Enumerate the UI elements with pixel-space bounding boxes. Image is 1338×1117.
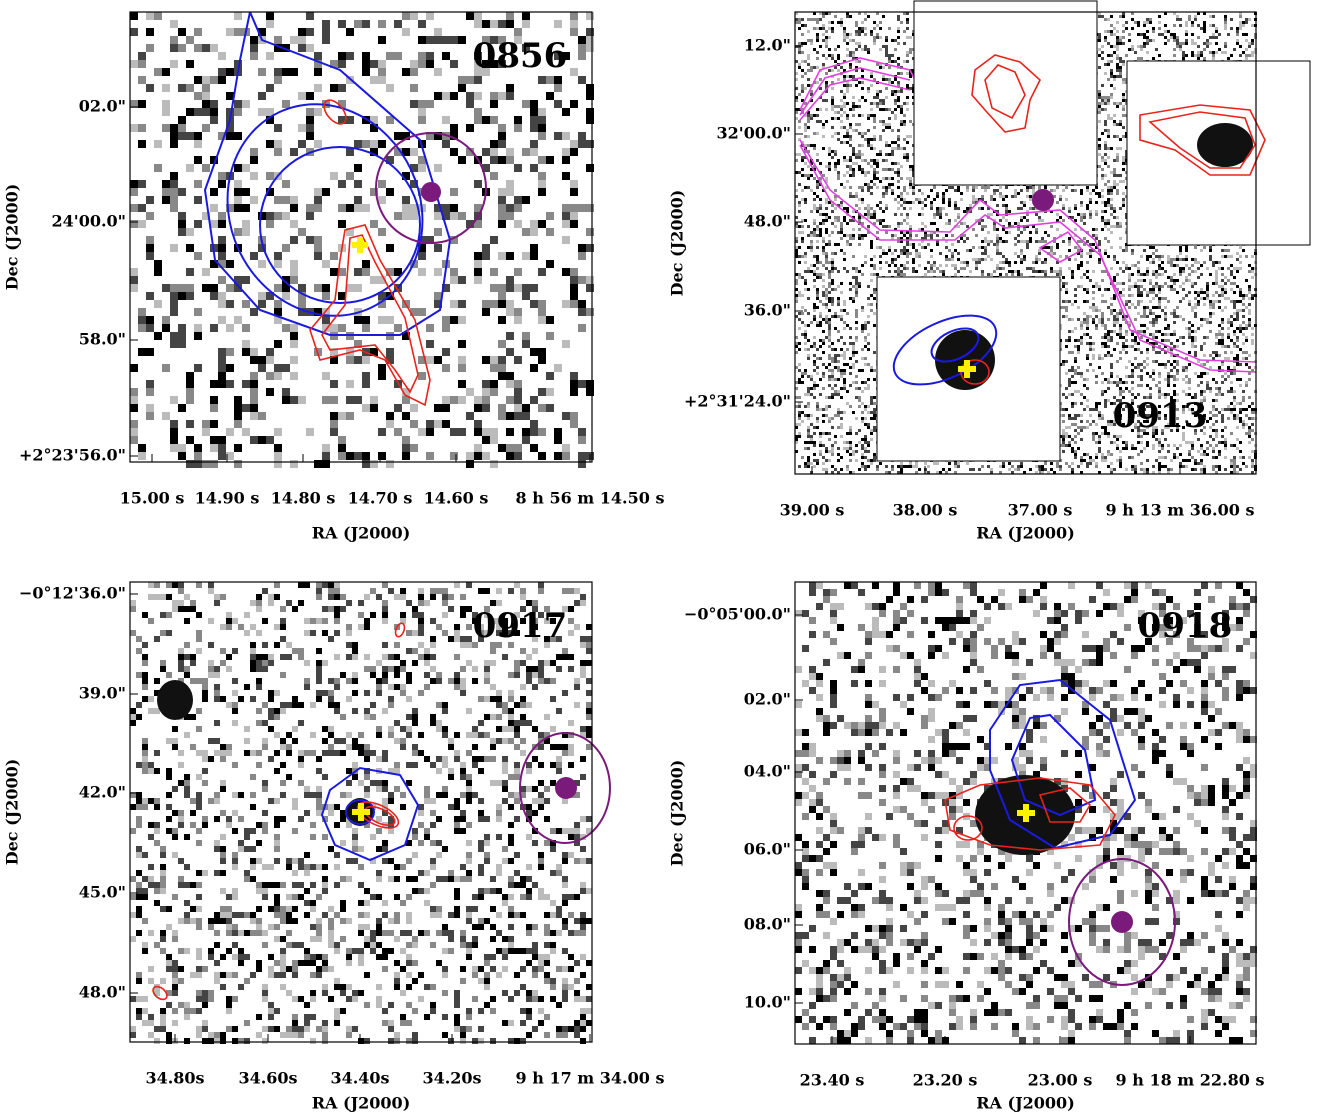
x-tick-label: 8 h 56 m 14.50 s	[516, 489, 665, 508]
image-pixels	[795, 582, 1257, 1044]
x-tick-label: 9 h 18 m 22.80 s	[1116, 1071, 1265, 1090]
image-pixels	[795, 582, 1257, 1044]
x-axis-title: RA (J2000)	[312, 1094, 411, 1113]
y-tick-label: 48.0"	[79, 983, 126, 1002]
plot-frame	[794, 581, 1257, 1045]
panel-label: 0913	[1113, 396, 1208, 436]
y-tick-label: 42.0"	[79, 783, 126, 802]
y-tick-label: +2°31'24.0"	[684, 392, 791, 411]
y-tick-label: 10.0"	[744, 993, 791, 1012]
x-axis-title: RA (J2000)	[976, 1094, 1075, 1113]
plot-frame	[129, 581, 593, 1043]
y-tick-label: 12.0"	[744, 36, 791, 55]
y-tick-label: 08.0"	[744, 915, 791, 934]
y-tick-label: 04.0"	[744, 762, 791, 781]
image-pixels	[130, 582, 592, 1044]
x-tick-label: 34.60s	[238, 1069, 297, 1088]
panel-label: 0856	[473, 36, 568, 76]
y-tick-label: 02.0"	[744, 690, 791, 709]
x-tick-label: 23.20 s	[913, 1071, 978, 1090]
y-tick-label: 36.0"	[744, 301, 791, 320]
y-tick-label: +2°23'56.0"	[19, 446, 126, 465]
y-tick-label: 02.0"	[79, 97, 126, 116]
image-pixels	[795, 582, 1257, 1044]
y-tick-label: 58.0"	[79, 330, 126, 349]
x-tick-label: 38.00 s	[893, 501, 958, 520]
x-tick-label: 14.60 s	[424, 489, 489, 508]
y-axis-title: Dec (J2000)	[668, 760, 687, 867]
x-tick-label: 14.90 s	[195, 489, 260, 508]
image-pixels	[130, 12, 594, 468]
x-axis-title: RA (J2000)	[312, 524, 411, 543]
y-tick-label: 06.0"	[744, 840, 791, 859]
panel-label: 0918	[1138, 606, 1233, 646]
overlays-0913	[799, 0, 1311, 462]
x-tick-label: 34.20s	[422, 1069, 481, 1088]
x-tick-label: 9 h 17 m 34.00 s	[516, 1069, 665, 1088]
y-tick-label: 39.0"	[79, 684, 126, 703]
axes: 0856 15.00 s 14.90 s 14.80 s 14.70 s 14.60 s 8…	[3, 11, 1265, 1113]
y-tick-label: 45.0"	[79, 883, 126, 902]
y-tick-label: 48.0"	[744, 212, 791, 231]
x-tick-label: 14.70 s	[348, 489, 413, 508]
x-tick-label: 34.80s	[145, 1069, 204, 1088]
y-axis-title: Dec (J2000)	[3, 184, 22, 291]
x-tick-label: 23.00 s	[1028, 1071, 1093, 1090]
image-pixels	[130, 582, 592, 1044]
x-axis-title: RA (J2000)	[976, 524, 1075, 543]
plot-frame	[794, 11, 1257, 475]
y-axis-title: Dec (J2000)	[668, 190, 687, 297]
y-tick-label: −0°05'00.0"	[684, 605, 791, 624]
overlays-0917	[152, 622, 611, 1001]
x-tick-label: 15.00 s	[120, 489, 185, 508]
image-pixels	[130, 582, 592, 1044]
overlays-0918	[944, 678, 1176, 986]
image-pixels	[130, 12, 594, 468]
y-axis-title: Dec (J2000)	[3, 759, 22, 866]
image-pixels	[795, 582, 1257, 1044]
y-tick-label: 32'00.0"	[717, 124, 791, 143]
overlays-0856	[203, 11, 487, 407]
x-tick-label: 23.40 s	[800, 1071, 865, 1090]
panel-label: 0917	[473, 606, 568, 646]
image-background	[130, 12, 1257, 1044]
x-tick-label: 39.00 s	[780, 501, 845, 520]
image-pixels	[795, 12, 1257, 474]
x-tick-label: 34.40s	[330, 1069, 389, 1088]
y-tick-label: −0°12'36.0"	[19, 584, 126, 603]
y-tick-label: 24'00.0"	[52, 212, 126, 231]
plot-frame	[129, 11, 593, 463]
x-tick-label: 14.80 s	[271, 489, 336, 508]
x-tick-label: 9 h 13 m 36.00 s	[1106, 501, 1255, 520]
x-tick-label: 37.00 s	[1008, 501, 1073, 520]
